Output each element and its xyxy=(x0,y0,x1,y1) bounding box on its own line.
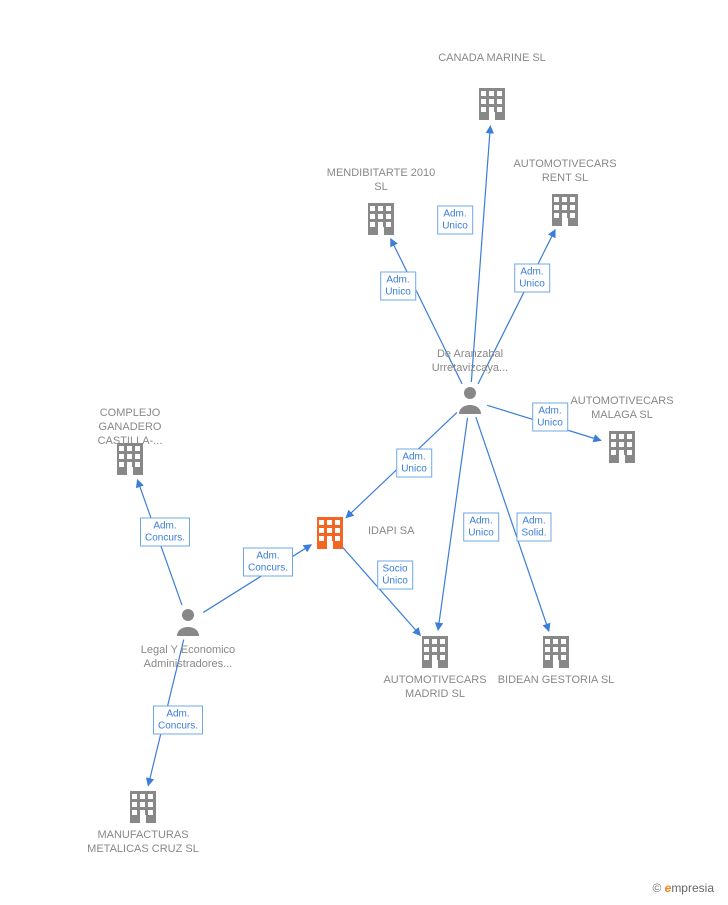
building-icon xyxy=(130,791,156,823)
edge-label: Adm.Unico xyxy=(532,403,568,432)
building-icon xyxy=(317,517,343,549)
node-label: IDAPI SA xyxy=(368,525,448,539)
building-icon xyxy=(479,88,505,120)
person-icon xyxy=(177,609,199,636)
building-icon xyxy=(368,203,394,235)
node-label: Legal Y Economico Administradores... xyxy=(128,644,248,672)
edge-label: Adm.Unico xyxy=(437,206,473,235)
edge-label: Adm.Concurs. xyxy=(243,548,293,577)
node-label: De Aranzabal Urretavizcaya... xyxy=(410,348,530,376)
node-label: BIDEAN GESTORIA SL xyxy=(496,674,616,688)
node-label: MANUFACTURAS METALICAS CRUZ SL xyxy=(83,829,203,857)
copyright-symbol: © xyxy=(652,881,661,895)
node-label: MENDIBITARTE 2010 SL xyxy=(321,167,441,195)
node-label: AUTOMOTIVECARS MALAGA SL xyxy=(562,395,682,423)
node-label: AUTOMOTIVECARS RENT SL xyxy=(505,158,625,186)
brand-rest: mpresia xyxy=(671,881,714,895)
network-canvas xyxy=(0,0,728,905)
edge-line xyxy=(471,126,490,382)
edge-label: Adm.Unico xyxy=(463,513,499,542)
person-icon xyxy=(459,387,481,414)
node-label: CANADA MARINE SL xyxy=(432,52,552,66)
edge-label: Adm.Unico xyxy=(380,272,416,301)
copyright: © empresia xyxy=(652,881,714,895)
building-icon xyxy=(422,636,448,668)
edge-label: Adm.Concurs. xyxy=(140,518,190,547)
edge-label: Adm.Unico xyxy=(396,449,432,478)
edge-label: Adm.Unico xyxy=(514,264,550,293)
edge-label: Adm.Solid. xyxy=(516,513,551,542)
node-label: COMPLEJO GANADERO CASTILLA-... xyxy=(70,407,190,448)
building-icon xyxy=(609,431,635,463)
edge-label: SocioÚnico xyxy=(377,561,413,590)
edge-label: Adm.Concurs. xyxy=(153,706,203,735)
building-icon xyxy=(552,194,578,226)
building-icon xyxy=(543,636,569,668)
node-label: AUTOMOTIVECARS MADRID SL xyxy=(375,674,495,702)
